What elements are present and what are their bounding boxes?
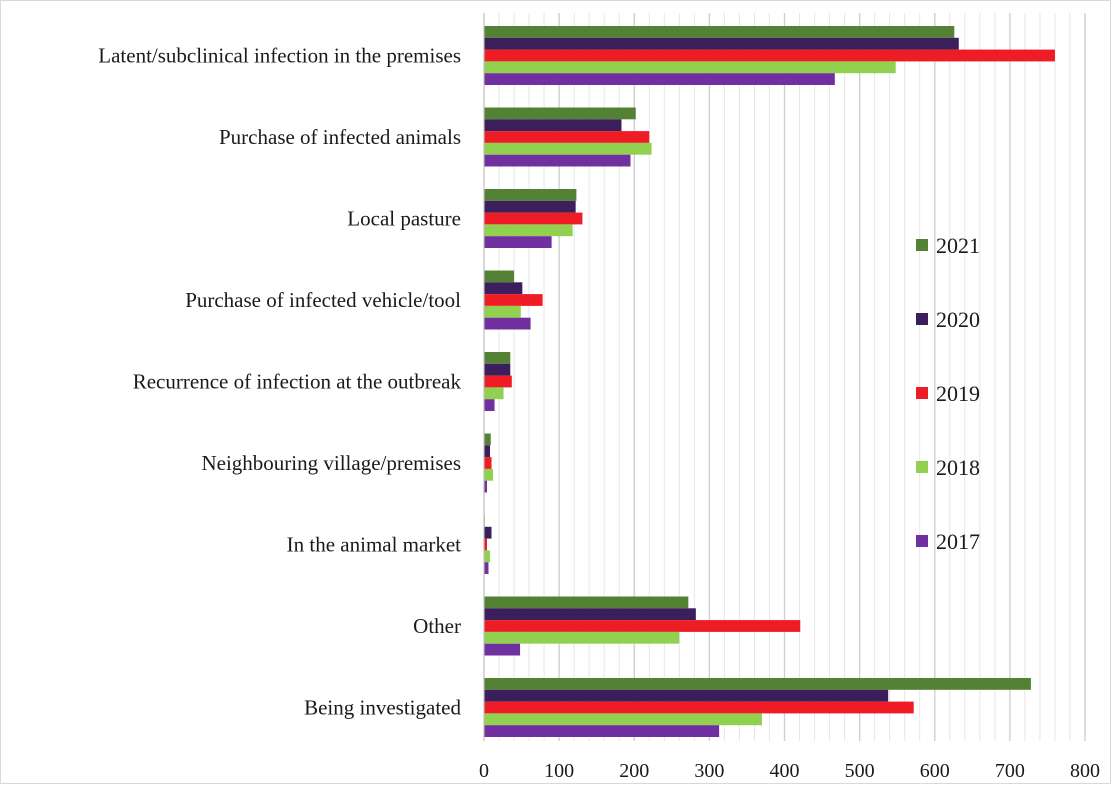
bar-2021 (484, 352, 511, 364)
legend-label: 2017 (936, 529, 980, 554)
bar-2021 (484, 26, 955, 38)
bar-2020 (484, 689, 889, 702)
bar-2017 (484, 73, 835, 85)
bar-2021 (484, 596, 689, 609)
bar-2018 (484, 305, 521, 318)
bars (484, 26, 1055, 737)
legend-label: 2020 (936, 307, 980, 332)
bar-2020 (484, 119, 622, 132)
legend-label: 2018 (936, 455, 980, 480)
bar-2018 (484, 142, 652, 155)
category-label: Local pasture (347, 207, 461, 231)
bar-2017 (484, 399, 495, 411)
bar-2018 (484, 713, 762, 726)
bar-2020 (484, 608, 696, 621)
x-tick-label: 100 (544, 760, 574, 782)
x-tick-label: 600 (920, 760, 950, 782)
bar-2017 (484, 236, 552, 248)
legend-swatch-2021 (916, 239, 928, 251)
x-tick-label: 700 (995, 760, 1025, 782)
bar-2019 (484, 457, 492, 469)
bar-2020 (484, 282, 523, 295)
bar-2019 (484, 294, 543, 306)
category-label: Recurrence of infection at the outbreak (133, 370, 462, 394)
category-label: Other (413, 614, 461, 638)
bar-2020 (484, 445, 491, 458)
bar-2017 (484, 480, 488, 493)
category-label: Latent/subclinical infection in the prem… (98, 44, 461, 68)
bar-2017 (484, 317, 531, 330)
x-tick-label: 200 (619, 760, 649, 782)
category-label: Neighbouring village/premises (201, 451, 461, 475)
category-labels: Latent/subclinical infection in the prem… (98, 44, 461, 720)
x-tick-label: 400 (770, 760, 800, 782)
legend-label: 2021 (936, 233, 980, 258)
category-label: Purchase of infected vehicle/tool (185, 288, 461, 312)
x-tick-label: 300 (694, 760, 724, 782)
legend-swatch-2017 (916, 535, 928, 547)
bar-2019 (484, 538, 488, 551)
bar-2021 (484, 107, 636, 120)
bar-2020 (484, 37, 959, 50)
bar-2019 (484, 620, 801, 632)
bar-2020 (484, 200, 576, 213)
bar-2018 (484, 468, 494, 481)
category-label: In the animal market (287, 533, 462, 557)
x-tick-label: 0 (479, 760, 489, 782)
category-label: Being investigated (304, 696, 461, 720)
bar-2020 (484, 363, 511, 376)
bar-2020 (484, 526, 492, 539)
bar-2021 (484, 433, 491, 446)
x-tick-label: 500 (845, 760, 875, 782)
bar-2018 (484, 550, 491, 563)
bar-2018 (484, 631, 680, 644)
bar-2019 (484, 212, 583, 225)
bar-2021 (484, 189, 577, 201)
bar-2021 (484, 678, 1031, 690)
bar-2019 (484, 49, 1055, 62)
legend-swatch-2018 (916, 461, 928, 473)
bar-2018 (484, 387, 504, 400)
legend: 2021 2020 2019 2018 2017 (916, 233, 980, 554)
bar-2019 (484, 375, 512, 388)
bar-2019 (484, 701, 914, 714)
bar-2021 (484, 270, 515, 283)
bar-2017 (484, 154, 631, 167)
bar-2017 (484, 725, 720, 737)
bar-2017 (484, 562, 489, 574)
bar-2019 (484, 131, 650, 143)
category-label: Purchase of infected animals (219, 125, 461, 149)
legend-swatch-2019 (916, 387, 928, 399)
axis: 0 100 200 300 400 500 600 700 800 (479, 13, 1100, 782)
bar-2017 (484, 643, 521, 656)
x-tick-label: 800 (1070, 760, 1100, 782)
legend-label: 2019 (936, 381, 980, 406)
bar-2018 (484, 61, 896, 74)
bar-2018 (484, 224, 573, 237)
legend-swatch-2020 (916, 313, 928, 325)
